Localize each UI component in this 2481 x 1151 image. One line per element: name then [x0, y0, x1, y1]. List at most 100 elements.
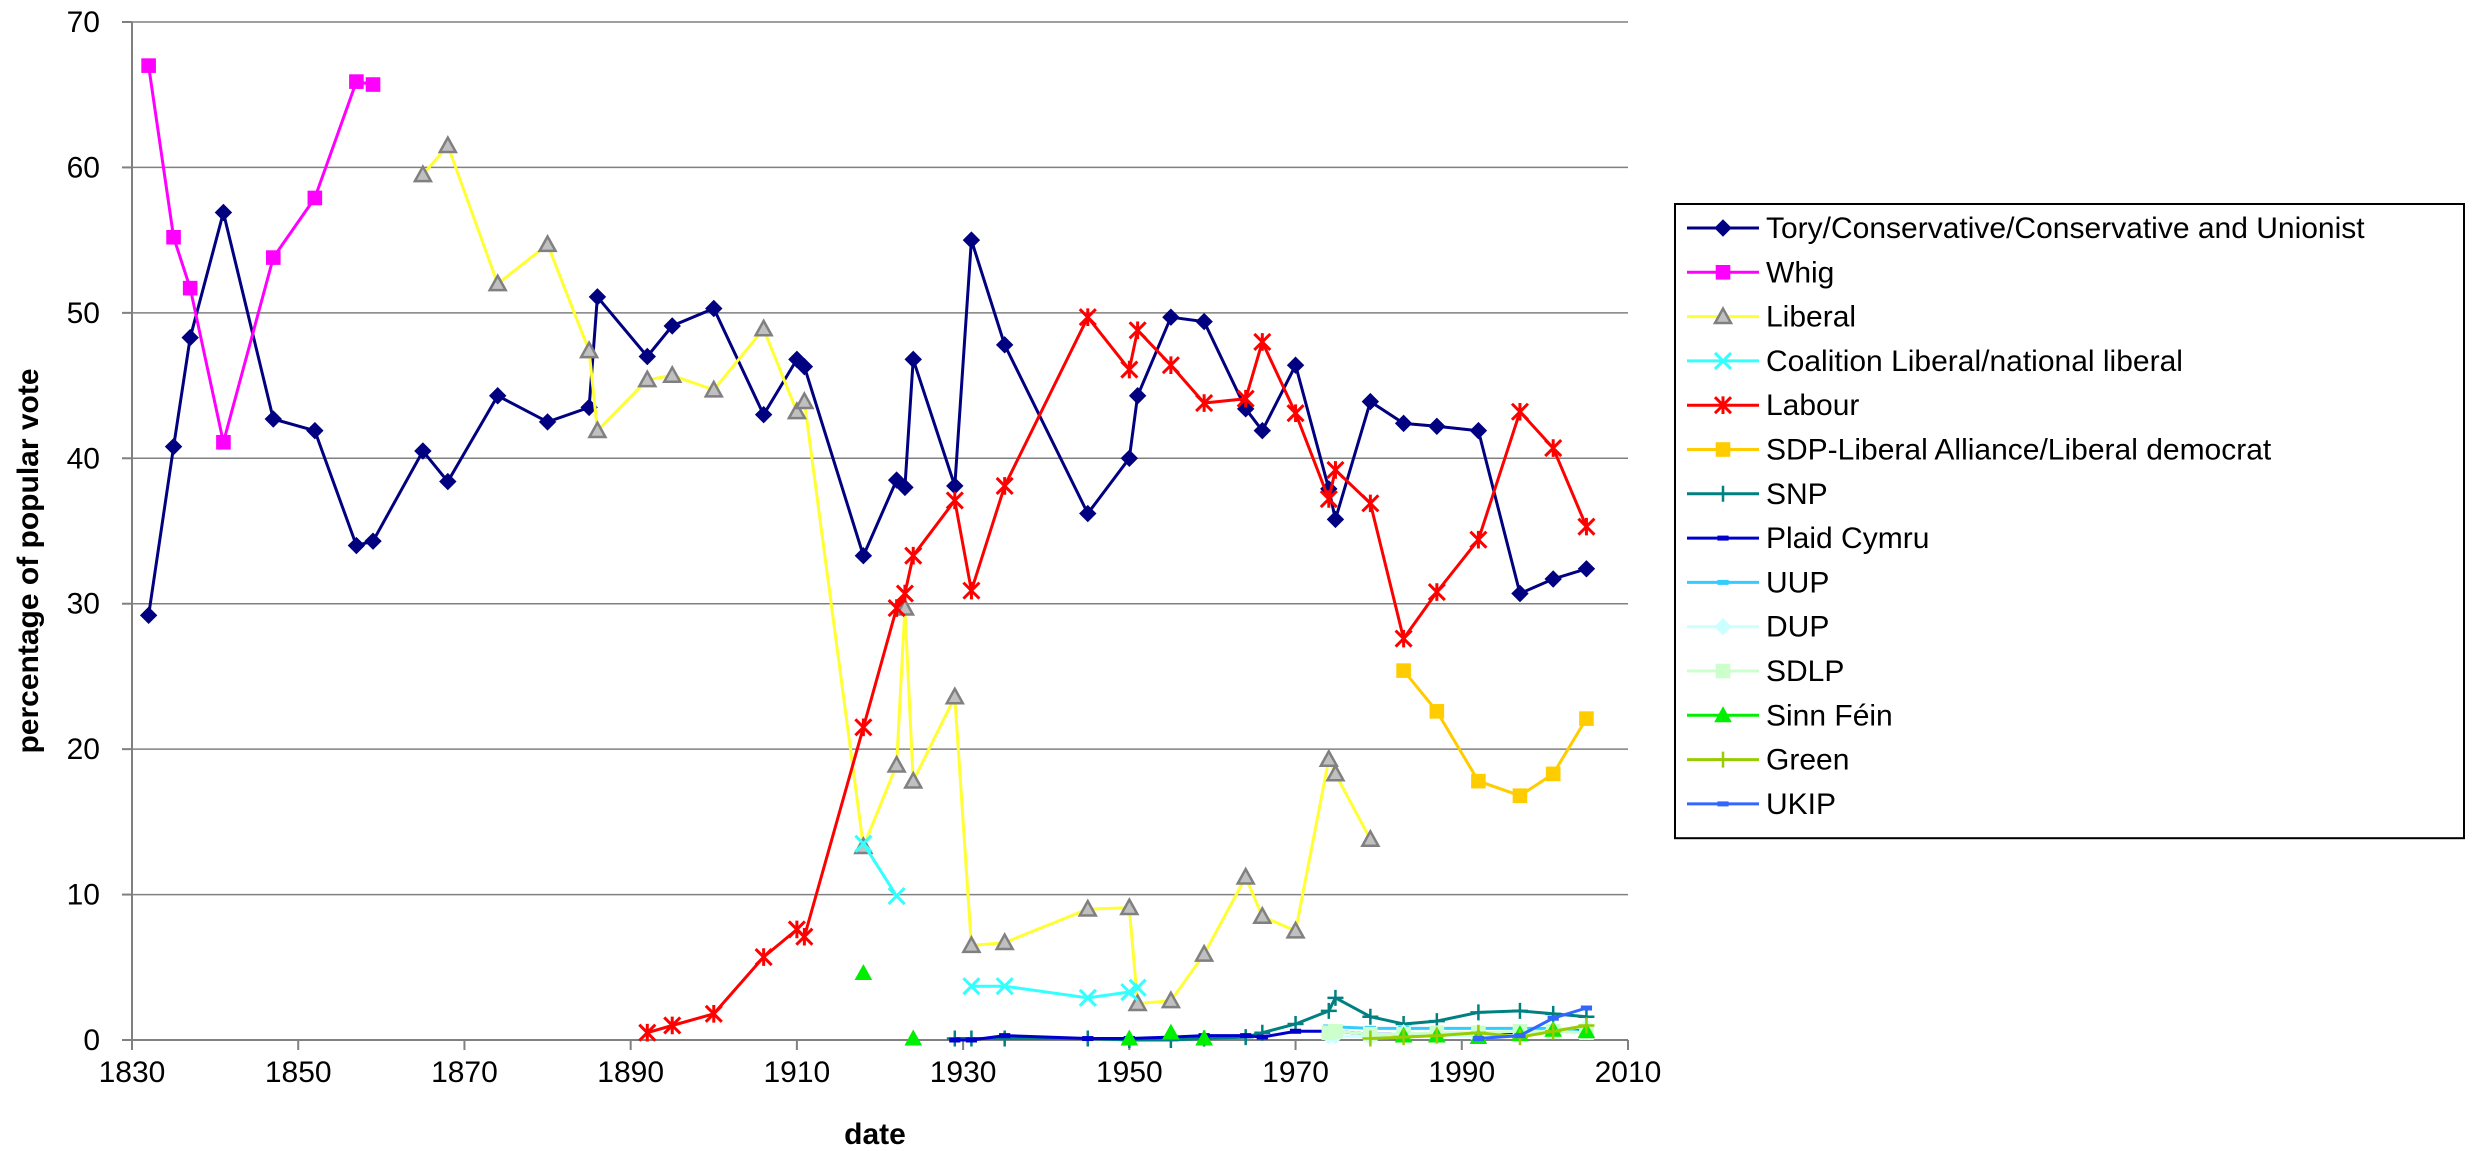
point-tory-conservative-conservative-and-unionist-43 [1577, 560, 1596, 578]
y-tick-label-60: 60 [67, 151, 100, 184]
x-tick-label-1930: 1930 [930, 1056, 997, 1089]
point-tory-conservative-conservative-and-unionist-32 [1236, 400, 1255, 418]
x-tick-label-1910: 1910 [764, 1056, 831, 1089]
point-liberal-9 [753, 318, 774, 337]
point-whig-1 [166, 229, 181, 245]
point-labour-22 [1326, 460, 1345, 479]
point-whig-0 [141, 58, 156, 73]
point-tory-conservative-conservative-and-unionist-8 [414, 442, 432, 460]
legend-marker-liberal [1712, 306, 1734, 325]
legend-entry-dup: DUP [1687, 611, 1829, 644]
point-liberal-17 [961, 934, 982, 954]
point-labour-3 [754, 948, 773, 967]
point-tory-conservative-conservative-and-unionist-34 [1286, 356, 1305, 374]
point-liberal-11 [794, 390, 815, 410]
point-tory-conservative-conservative-and-unionist-14 [638, 347, 656, 366]
series-line-liberal-0 [421, 142, 1372, 1006]
point-coalition-liberal-national-liberal-4 [1078, 988, 1097, 1007]
legend-label-coalition-liberal-national-liberal: Coalition Liberal/national liberal [1766, 345, 2183, 378]
legend-label-green: Green [1766, 744, 1849, 777]
series-line-whig-0 [147, 65, 374, 443]
point-labour-10 [945, 491, 964, 510]
point-labour-13 [1078, 308, 1097, 327]
x-tick-label-2010: 2010 [1595, 1056, 1662, 1089]
legend-marker-labour [1713, 396, 1733, 415]
point-labour-0 [638, 1023, 657, 1042]
point-liberal-7 [662, 364, 683, 384]
point-sdp-liberal-alliance-liberal-democrat-4 [1545, 766, 1561, 782]
series-line-labour-0 [646, 314, 1588, 1035]
point-liberal-29 [1360, 828, 1381, 847]
point-tory-conservative-conservative-and-unionist-25 [962, 231, 981, 249]
point-labour-21 [1319, 489, 1338, 509]
legend: Tory/Conservative/Conservative and Union… [1674, 203, 2465, 840]
x-tick-label-1890: 1890 [597, 1056, 664, 1089]
point-green-6 [1578, 1017, 1595, 1034]
point-labour-27 [1510, 402, 1530, 421]
point-tory-conservative-conservative-and-unionist-26 [995, 336, 1014, 354]
legend-marker-plaid-cymru [1717, 535, 1729, 541]
point-labour-25 [1427, 583, 1446, 602]
point-sdp-liberal-alliance-liberal-democrat-1 [1429, 704, 1445, 719]
point-labour-1 [663, 1016, 682, 1035]
legend-entry-sinn-f-in: Sinn Féin [1687, 699, 1893, 732]
point-sdp-liberal-alliance-liberal-democrat-2 [1471, 773, 1486, 789]
point-liberal-24 [1235, 866, 1256, 885]
point-ukip-3 [1580, 1005, 1593, 1011]
point-tory-conservative-conservative-and-unionist-16 [705, 299, 723, 318]
point-labour-28 [1544, 439, 1563, 458]
legend-label-sdlp: SDLP [1766, 655, 1844, 688]
point-labour-14 [1120, 360, 1139, 379]
point-labour-26 [1469, 530, 1488, 549]
legend-marker-coalition-liberal-national-liberal [1713, 351, 1733, 370]
point-liberal-25 [1252, 905, 1273, 925]
series-sdp-liberal-alliance-liberal-democrat [1396, 663, 1594, 803]
point-whig-3 [216, 434, 231, 450]
point-sinn-f-in-4 [1195, 1029, 1213, 1046]
point-green-1 [1395, 1029, 1412, 1046]
point-tory-conservative-conservative-and-unionist-24 [946, 477, 964, 495]
point-whig-5 [307, 190, 323, 206]
point-tory-conservative-conservative-and-unionist-11 [538, 413, 557, 431]
legend-entry-ukip: UKIP [1687, 788, 1836, 821]
point-tory-conservative-conservative-and-unionist-0 [139, 606, 158, 625]
point-tory-conservative-conservative-and-unionist-28 [1120, 449, 1139, 467]
point-sinn-f-in-1 [904, 1029, 923, 1046]
point-labour-6 [854, 718, 873, 737]
point-liberal-4 [578, 340, 600, 359]
point-labour-15 [1128, 321, 1147, 340]
legend-label-tory-conservative-conservative-and-unionist: Tory/Conservative/Conservative and Union… [1766, 212, 2365, 245]
point-ukip-1 [1514, 1033, 1526, 1039]
point-labour-18 [1236, 389, 1255, 408]
point-labour-2 [704, 1004, 723, 1023]
point-sinn-f-in-2 [1120, 1029, 1139, 1046]
point-tory-conservative-conservative-and-unionist-38 [1394, 414, 1413, 433]
point-coalition-liberal-national-liberal-0 [854, 834, 873, 853]
point-tory-conservative-conservative-and-unionist-9 [439, 472, 457, 491]
point-tory-conservative-conservative-and-unionist-30 [1162, 308, 1180, 326]
legend-marker-whig [1715, 265, 1731, 280]
point-tory-conservative-conservative-and-unionist-23 [904, 350, 922, 369]
point-whig-4 [265, 250, 281, 265]
legend-entry-uup: UUP [1687, 566, 1829, 599]
point-tory-conservative-conservative-and-unionist-6 [347, 536, 366, 555]
point-labour-5 [795, 927, 814, 946]
point-tory-conservative-conservative-and-unionist-33 [1253, 421, 1272, 440]
y-tick-label-40: 40 [67, 442, 100, 475]
legend-label-sdp-liberal-alliance-liberal-democrat: SDP-Liberal Alliance/Liberal democrat [1766, 434, 2272, 467]
point-tory-conservative-conservative-and-unionist-31 [1195, 312, 1213, 331]
legend-entry-plaid-cymru: Plaid Cymru [1687, 522, 1929, 555]
series-line-coalition-liberal-national-liberal-1 [971, 984, 1139, 1000]
legend-label-whig: Whig [1766, 256, 1834, 289]
legend-label-plaid-cymru: Plaid Cymru [1766, 522, 1929, 555]
legend-marker-uup [1717, 579, 1729, 585]
point-liberal-2 [487, 273, 508, 292]
point-tory-conservative-conservative-and-unionist-7 [364, 532, 382, 550]
point-labour-7 [887, 599, 906, 618]
point-liberal-0 [412, 164, 434, 183]
point-liberal-8 [703, 379, 724, 398]
point-labour-29 [1577, 517, 1596, 536]
point-labour-24 [1394, 629, 1413, 648]
x-tick-label-1870: 1870 [431, 1056, 498, 1089]
point-plaid-cymru-2 [999, 1033, 1011, 1039]
